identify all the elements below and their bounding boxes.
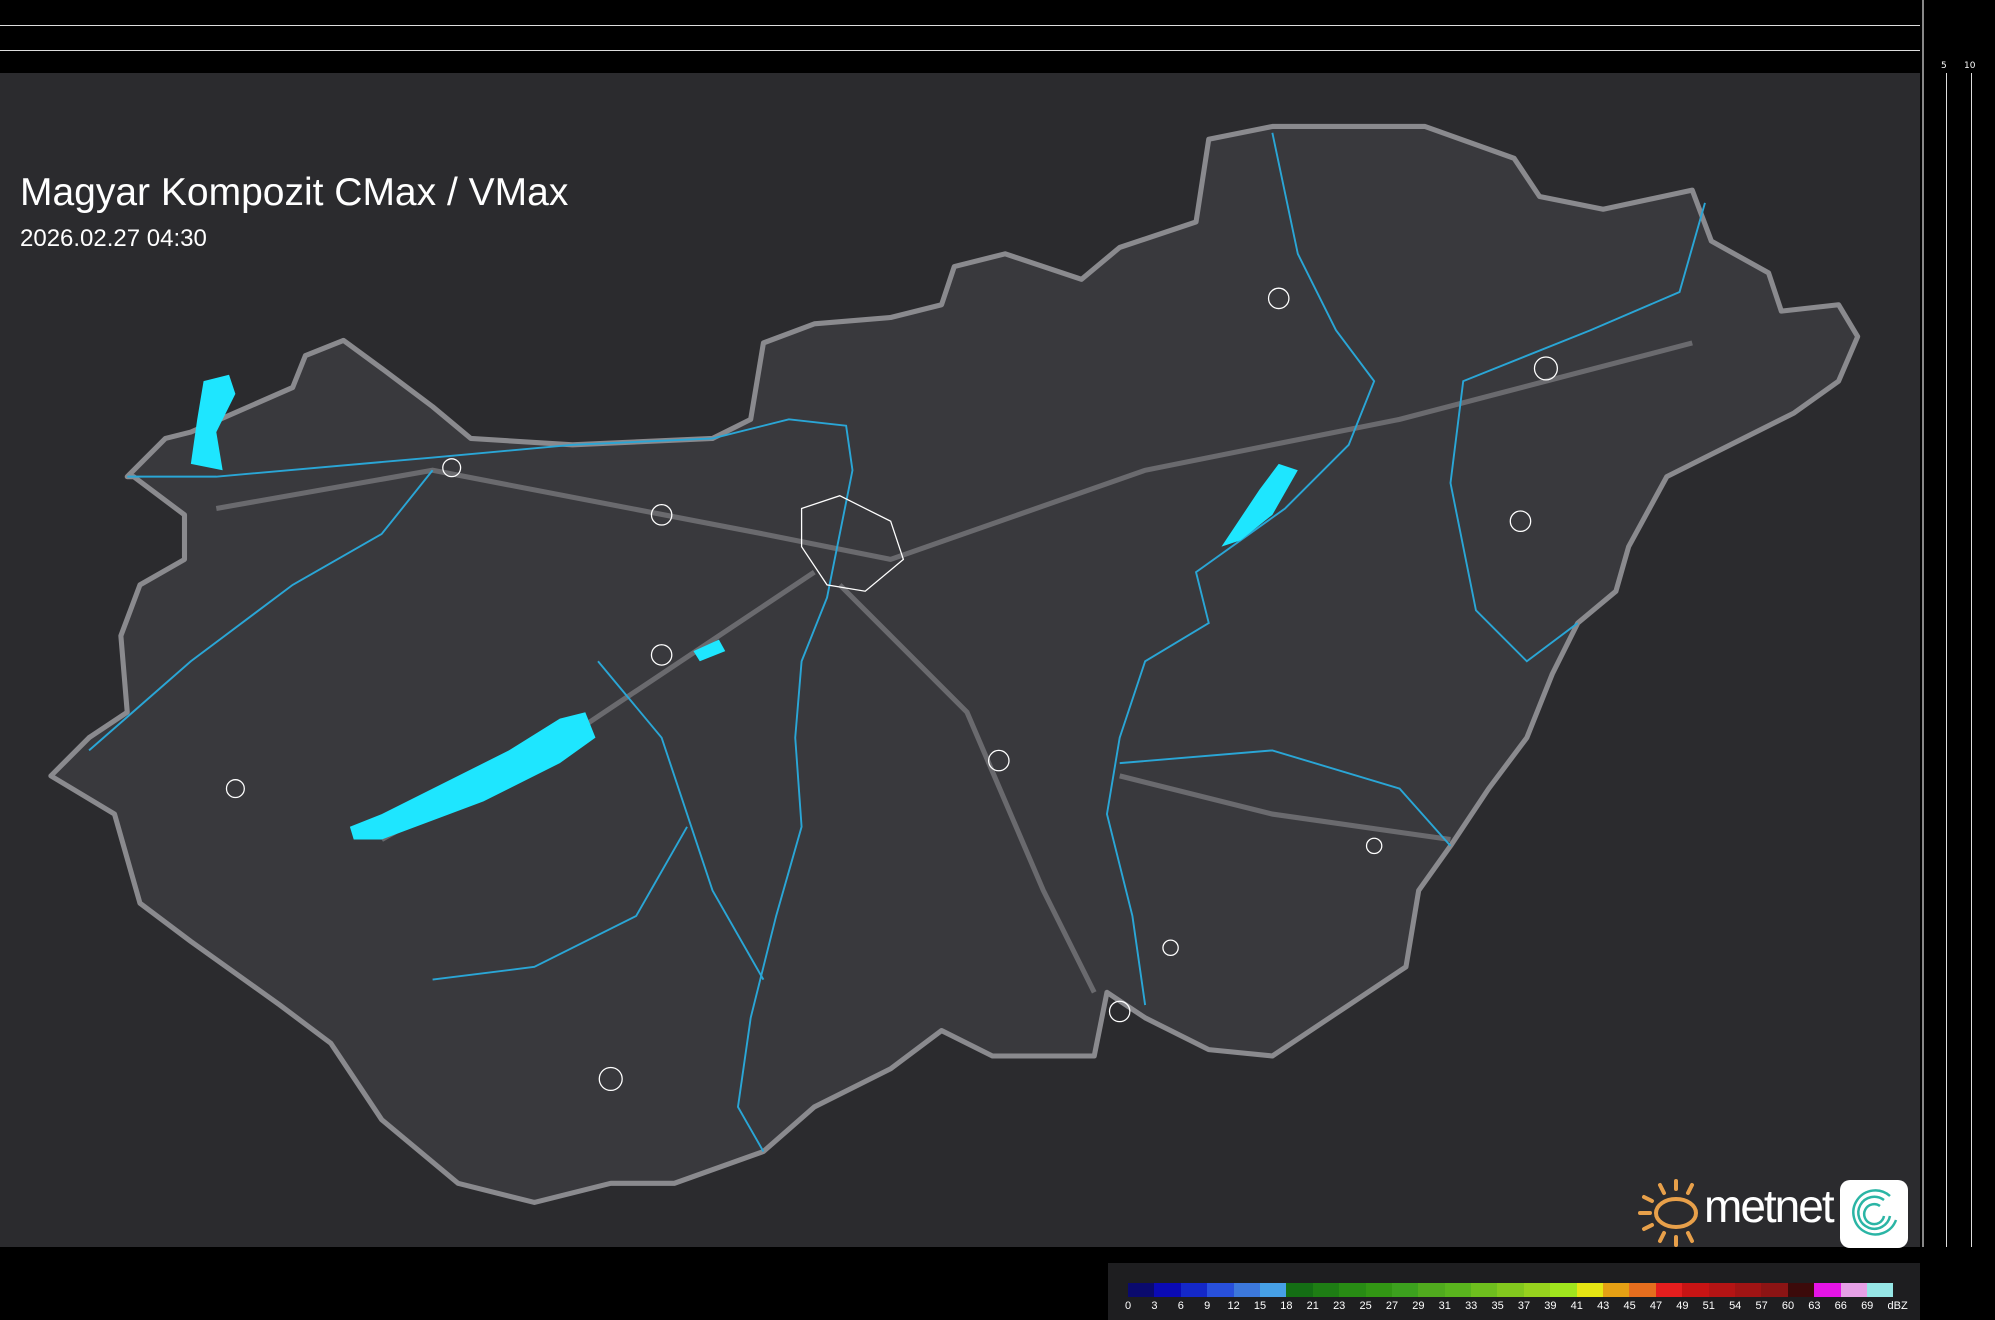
- legend-color-cell: [1444, 1283, 1472, 1297]
- legend-color-cell: [1576, 1283, 1604, 1297]
- legend-tick-label: 47: [1649, 1300, 1663, 1312]
- legend-color-cell: [1734, 1283, 1762, 1297]
- legend-tick-label: 69: [1861, 1300, 1874, 1312]
- profile-line-5: [1946, 73, 1947, 1247]
- right-axis-label: 10: [1964, 61, 1976, 71]
- legend-color-cell: [1259, 1283, 1287, 1297]
- legend-tick-label: 6: [1177, 1300, 1184, 1312]
- legend-color-cell: [1655, 1283, 1683, 1297]
- legend-tick-label: 12: [1227, 1300, 1240, 1312]
- rivers: [88, 132, 1706, 1152]
- legend-tick-label: 3: [1151, 1300, 1158, 1312]
- legend-color-cell: [1471, 1283, 1498, 1297]
- right-profile-strip: 5 10: [1922, 0, 1995, 1247]
- legend-color-cell: [1682, 1283, 1709, 1297]
- legend-color-cell: [1497, 1283, 1524, 1297]
- legend-color-cell: [1866, 1283, 1894, 1297]
- legend-tick-label: 63: [1808, 1300, 1821, 1312]
- legend-tick-label: 57: [1755, 1300, 1768, 1312]
- legend-color-cell: [1840, 1283, 1867, 1297]
- legend-color-cell: [1180, 1283, 1208, 1297]
- city-budapest: [800, 495, 905, 592]
- legend-color-cell: [1787, 1283, 1815, 1297]
- river-danube: [127, 418, 854, 1152]
- lake-balaton: [349, 712, 596, 840]
- legend-tick-label: 35: [1491, 1300, 1504, 1312]
- legend-tick-label: 60: [1781, 1300, 1795, 1312]
- river-tisza: [1105, 132, 1376, 1006]
- legend-color-cell: [1154, 1283, 1181, 1297]
- legend-color-cell: [1391, 1283, 1419, 1297]
- legend-tick-label: 0: [1124, 1300, 1132, 1312]
- legend-color-cell: [1550, 1283, 1577, 1297]
- legend-tick-label: 54: [1729, 1300, 1742, 1312]
- legend-tick-label: 33: [1465, 1300, 1478, 1312]
- legend-tick-label: 25: [1359, 1300, 1372, 1312]
- legend-color-cell: [1814, 1283, 1841, 1297]
- legend-unit-label: dBZ: [1887, 1300, 1908, 1312]
- legend-tick-label: 21: [1306, 1300, 1319, 1312]
- legend-color-cell: [1365, 1283, 1392, 1297]
- profile-line-10: [1971, 73, 1972, 1247]
- legend-color-cell: [1233, 1283, 1260, 1297]
- profile-line-5: [0, 50, 1920, 51]
- legend-color-cell: [1603, 1283, 1630, 1297]
- radar-map[interactable]: Magyar Kompozit CMax / VMax 2026.02.27 0…: [0, 73, 1920, 1320]
- lake-tisza: [1221, 463, 1298, 547]
- legend-color-cell: [1339, 1283, 1366, 1297]
- legend-color-cell: [1708, 1283, 1735, 1297]
- legend-color-cell: [1128, 1283, 1155, 1297]
- right-axis-label: 5: [1941, 61, 1947, 71]
- legend-color-cell: [1286, 1283, 1313, 1297]
- legend-labels: 0 3 6 9 12 15 18 21 23 25 27 29 31 33 35 37 39 41 43 45 47 49…: [1124, 1300, 1928, 1314]
- profile-line-10: [0, 25, 1920, 26]
- sun-icon: [1638, 1179, 1698, 1247]
- legend-tick-label: 23: [1333, 1300, 1346, 1312]
- legend-tick-label: 43: [1597, 1300, 1610, 1312]
- legend-tick-label: 41: [1570, 1300, 1583, 1312]
- legend-tick-label: 39: [1544, 1300, 1557, 1312]
- legend-color-cell: [1207, 1283, 1234, 1297]
- legend-tick-label: 45: [1623, 1300, 1636, 1312]
- legend-tick-label: 51: [1702, 1300, 1715, 1312]
- legend-color-cell: [1629, 1283, 1656, 1297]
- logo-text: metnet: [1704, 1180, 1835, 1232]
- legend-tick-label: 27: [1385, 1300, 1399, 1312]
- legend-color-bar: [1128, 1283, 1894, 1297]
- legend-color-cell: [1312, 1283, 1340, 1297]
- legend-color-cell: [1523, 1283, 1551, 1297]
- legend-tick-label: 31: [1438, 1300, 1451, 1312]
- swirl-logo-icon: [1840, 1180, 1908, 1248]
- lake-neusiedl: [190, 374, 236, 471]
- legend-color-cell: [1761, 1283, 1788, 1297]
- hungary-map: [48, 123, 1861, 1205]
- city-outlines: [225, 287, 1559, 1092]
- legend-color-cell: [1418, 1283, 1445, 1297]
- map-timestamp: 2026.02.27 04:30: [20, 225, 207, 252]
- legend-tick-label: 29: [1412, 1300, 1425, 1312]
- lake-velence: [693, 639, 726, 662]
- country-border: [48, 123, 1861, 1205]
- legend-tick-label: 49: [1676, 1300, 1689, 1312]
- legend-tick-label: 9: [1204, 1300, 1211, 1312]
- legend-tick-label: 37: [1517, 1300, 1531, 1312]
- legend-tick-label: 66: [1834, 1300, 1847, 1312]
- dbz-color-legend: 0 3 6 9 12 15 18 21 23 25 27 29 31 33 35 37 39 41 43 45 47 49…: [1108, 1263, 1920, 1320]
- map-title: Magyar Kompozit CMax / VMax: [20, 171, 569, 214]
- legend-tick-label: 18: [1280, 1300, 1293, 1312]
- lakes: [190, 374, 1298, 840]
- legend-tick-label: 15: [1253, 1300, 1267, 1312]
- top-profile-strip: 10 5: [0, 0, 1936, 73]
- metnet-logo: metnet: [1636, 1173, 1910, 1251]
